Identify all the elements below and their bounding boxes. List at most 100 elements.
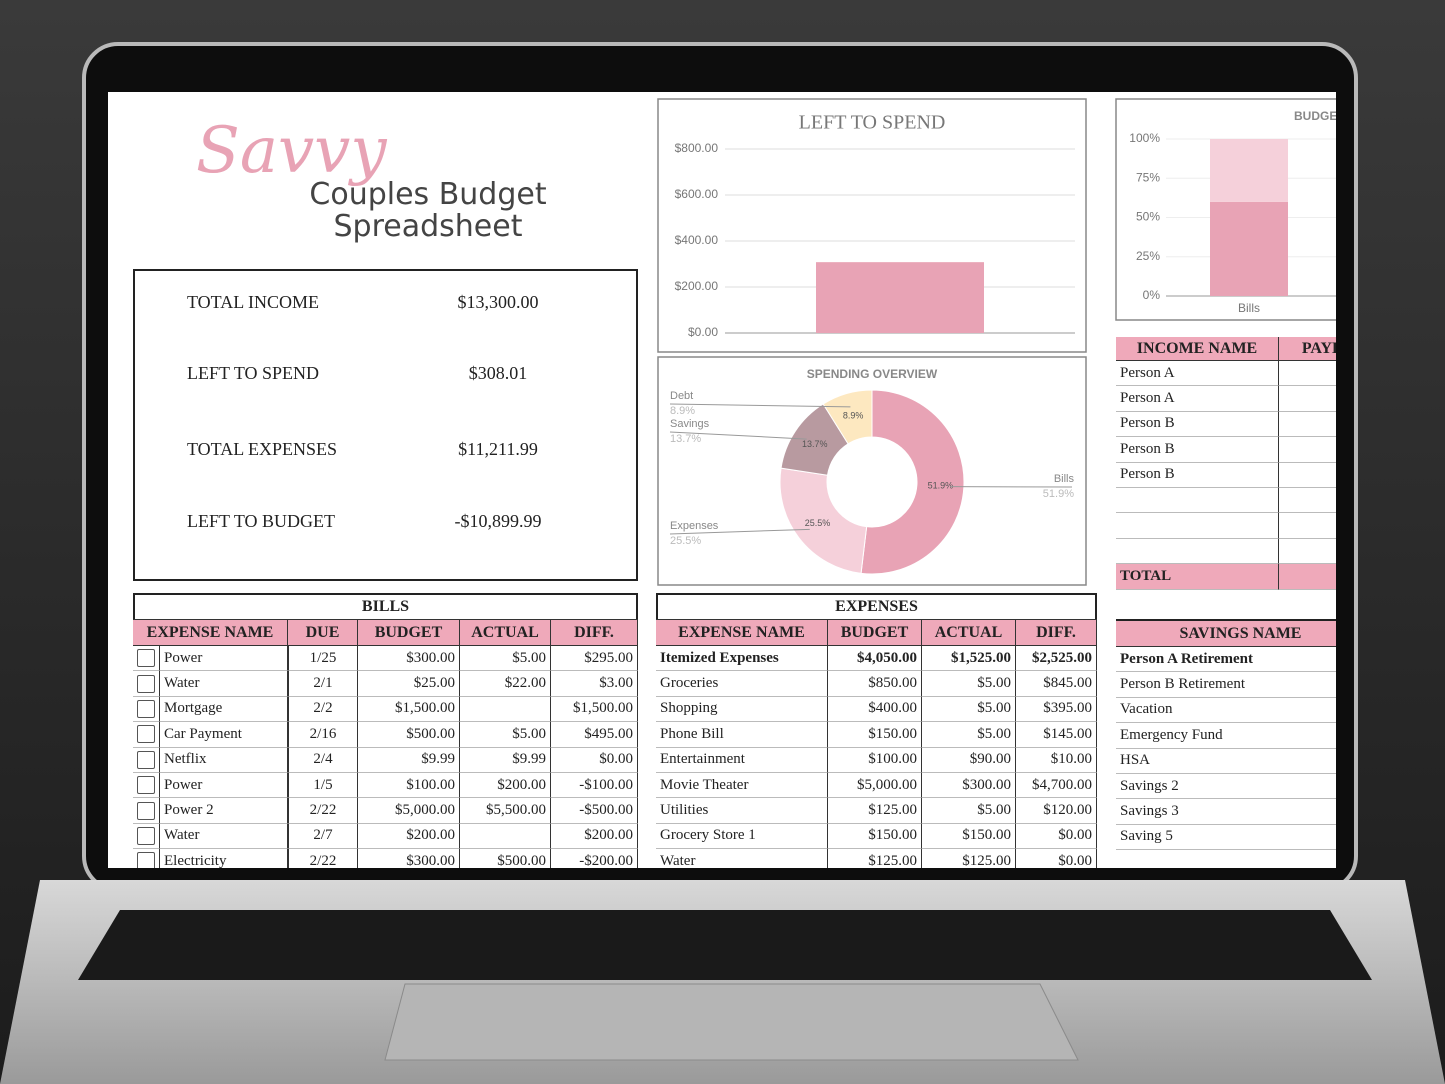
checkbox[interactable]: [137, 776, 155, 795]
table-title: EXPENSES: [656, 595, 1097, 620]
table-cell: 1/11: [1279, 463, 1336, 488]
table-cell: $100.00: [828, 747, 922, 773]
table-cell: -$100.00: [551, 773, 638, 799]
checkbox-cell: [133, 823, 160, 850]
table-cell: [460, 823, 551, 850]
table-cell: $495.00: [551, 722, 638, 748]
table-cell: Person A: [1116, 386, 1279, 412]
table-cell: $400.00: [828, 696, 922, 723]
table-cell: Person A Retirement: [1116, 647, 1336, 673]
table-cell: $125.00: [828, 849, 922, 868]
table-cell: Groceries: [656, 671, 828, 697]
table-cell: $5.00: [922, 696, 1016, 723]
spreadsheet-screen: LEFT TO SPEND $0.00 $200.00 $400.00 $600.00 $…: [108, 92, 1336, 868]
table-cell: 2/16: [288, 722, 358, 748]
checkbox[interactable]: [137, 750, 155, 769]
callout-name: Savings: [670, 418, 710, 430]
table-cell: $4,700.00: [1016, 773, 1097, 799]
table-cell: Power 2: [160, 798, 288, 824]
summary-label: LEFT TO SPEND: [187, 363, 320, 383]
table-cell: 1/25: [288, 646, 358, 672]
summary-label: LEFT TO BUDGET: [187, 511, 336, 531]
table-cell: $3.00: [551, 671, 638, 697]
table-header: EXPENSE NAME: [133, 620, 288, 646]
table-cell: $100.00: [358, 773, 460, 799]
table-cell: $300.00: [922, 773, 1016, 799]
table-cell: Water: [160, 823, 288, 850]
pie-slice: [822, 389, 873, 445]
table-cell: Itemized Expenses: [656, 646, 828, 672]
table-cell: 2/4: [288, 747, 358, 773]
table-cell: $150.00: [828, 823, 922, 850]
table-cell: $9.99: [460, 747, 551, 773]
table-header: DIFF.: [1016, 620, 1097, 646]
checkbox[interactable]: [137, 699, 155, 718]
charts: LEFT TO SPEND $0.00 $200.00 $400.00 $600.00 $…: [657, 98, 1336, 586]
checkbox-cell: [133, 747, 160, 773]
x-tick-label: Bills: [1238, 301, 1260, 315]
checkbox-cell: [133, 798, 160, 824]
callout-name: Expenses: [670, 520, 719, 532]
checkbox-cell: [133, 646, 160, 672]
checkbox-cell: [133, 722, 160, 748]
table-cell: [1116, 538, 1279, 565]
total-label: TOTAL: [1116, 564, 1279, 590]
table-cell: $5,000.00: [358, 798, 460, 824]
table-cell: $300.00: [358, 646, 460, 672]
chart-title: LEFT TO SPEND: [799, 112, 946, 134]
checkbox[interactable]: [137, 725, 155, 744]
table-cell: $395.00: [1016, 696, 1097, 723]
logo-title: Spreadsheet: [333, 210, 523, 244]
table-cell: $125.00: [828, 798, 922, 824]
table-cell: [460, 696, 551, 723]
checkbox-cell: [133, 671, 160, 697]
slice-label: 8.9%: [843, 411, 864, 421]
table-cell: [1279, 539, 1336, 565]
table-cell: HSA: [1116, 749, 1336, 774]
table-header: PAYDA: [1279, 337, 1336, 361]
table-cell: 2/22: [288, 849, 358, 868]
table-cell: $300.00: [358, 849, 460, 868]
table-cell: -$500.00: [551, 798, 638, 824]
checkbox[interactable]: [137, 674, 155, 693]
callout-name: Debt: [670, 390, 693, 402]
table-cell: Entertainment: [656, 747, 828, 773]
table-cell: $25.00: [358, 671, 460, 697]
table-cell: Electricity: [160, 849, 288, 868]
table-cell: $500.00: [358, 722, 460, 748]
checkbox[interactable]: [137, 826, 155, 845]
table-cell: 1/12: [1279, 361, 1336, 387]
table-cell: Person B Retirement: [1116, 672, 1336, 698]
table-cell: $120.00: [1016, 798, 1097, 824]
y-tick-label: 0%: [1143, 288, 1161, 302]
table-cell: [1279, 488, 1336, 514]
table-cell: $4,050.00: [828, 646, 922, 672]
table-cell: Phone Bill: [656, 722, 828, 748]
y-tick-label: 50%: [1136, 210, 1160, 224]
table-header: EXPENSE NAME: [656, 620, 828, 646]
slice-label: 13.7%: [802, 439, 828, 449]
table-cell: $90.00: [922, 747, 1016, 773]
table-cell: Savings 3: [1116, 799, 1336, 825]
table-title: BILLS: [133, 595, 638, 620]
table-cell: 1/5: [288, 773, 358, 799]
table-cell: $0.00: [1016, 849, 1097, 868]
table-cell: [1116, 488, 1279, 514]
table-cell: Power: [160, 773, 288, 799]
table-header: BUDGET: [358, 620, 460, 646]
checkbox[interactable]: [137, 801, 155, 820]
total-cell: [1279, 564, 1336, 590]
table-header: BUDGET: [828, 620, 922, 646]
table-cell: 2/7: [288, 823, 358, 850]
logo-title: Couples Budget: [309, 178, 547, 212]
table-header: ACTUAL: [460, 620, 551, 646]
table-cell: Person B: [1116, 437, 1279, 463]
y-tick-label: 25%: [1136, 249, 1160, 263]
checkbox[interactable]: [137, 852, 155, 868]
checkbox-cell: [133, 773, 160, 799]
table-cell: $500.00: [460, 849, 551, 868]
callout-value: 8.9%: [670, 405, 695, 417]
checkbox[interactable]: [137, 649, 155, 668]
callout-line: [669, 528, 810, 535]
